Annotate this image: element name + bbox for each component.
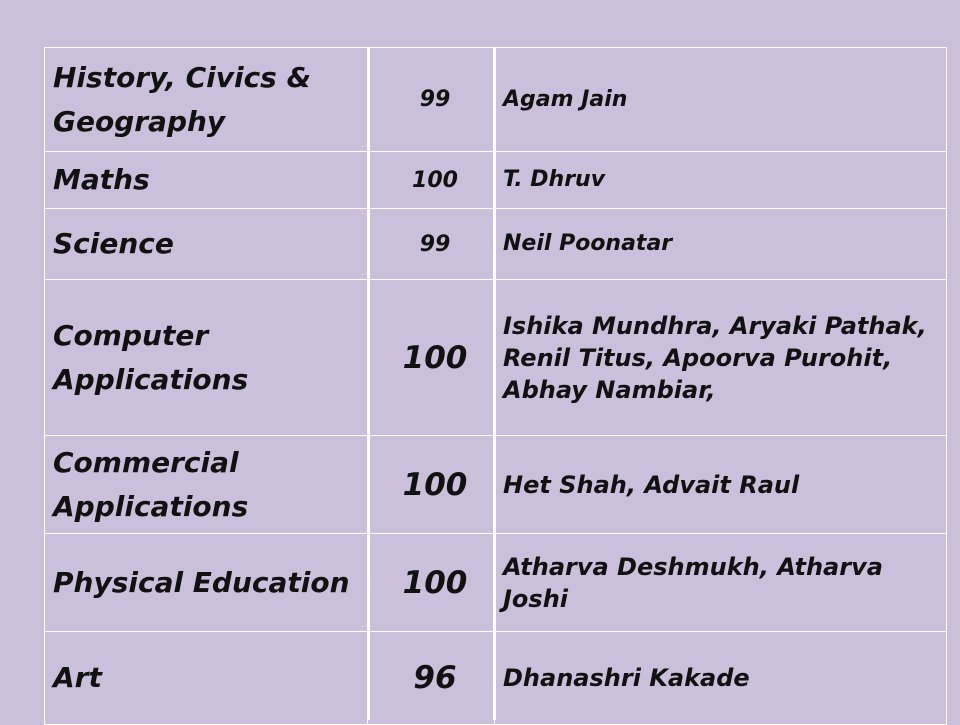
subject-cell: Commercial Applications: [44, 435, 368, 534]
subject-cell: Art: [44, 631, 368, 725]
table-row: Maths 100 T. Dhruv: [44, 151, 947, 209]
table-row: Physical Education 100 Atharva Deshmukh,…: [44, 533, 947, 632]
table-row: Art 96 Dhanashri Kakade: [44, 631, 947, 725]
names-cell: Het Shah, Advait Raul: [494, 435, 947, 534]
subject-cell: Science: [44, 208, 368, 280]
table-row: Computer Applications 100 Ishika Mundhra…: [44, 279, 947, 436]
marks-cell: 96: [367, 631, 495, 725]
table-row: Commercial Applications 100 Het Shah, Ad…: [44, 435, 947, 534]
marks-cell: 100: [367, 533, 495, 632]
table-row: Science 99 Neil Poonatar: [44, 208, 947, 280]
subject-toppers-table: History, Civics & Geography 99 Agam Jain…: [44, 47, 947, 725]
marks-cell: 99: [367, 208, 495, 280]
marks-cell: 100: [367, 435, 495, 534]
column-divider: [493, 47, 496, 720]
subject-cell: Physical Education: [44, 533, 368, 632]
subject-cell: History, Civics & Geography: [44, 47, 368, 152]
marks-cell: 100: [367, 151, 495, 209]
names-cell: Ishika Mundhra, Aryaki Pathak, Renil Tit…: [494, 279, 947, 436]
names-cell: Agam Jain: [494, 47, 947, 152]
names-cell: Dhanashri Kakade: [494, 631, 947, 725]
names-cell: T. Dhruv: [494, 151, 947, 209]
table-row: History, Civics & Geography 99 Agam Jain: [44, 47, 947, 152]
marks-cell: 100: [367, 279, 495, 436]
column-divider: [367, 47, 370, 720]
names-cell: Atharva Deshmukh, Atharva Joshi: [494, 533, 947, 632]
subject-cell: Maths: [44, 151, 368, 209]
names-cell: Neil Poonatar: [494, 208, 947, 280]
marks-cell: 99: [367, 47, 495, 152]
subject-cell: Computer Applications: [44, 279, 368, 436]
